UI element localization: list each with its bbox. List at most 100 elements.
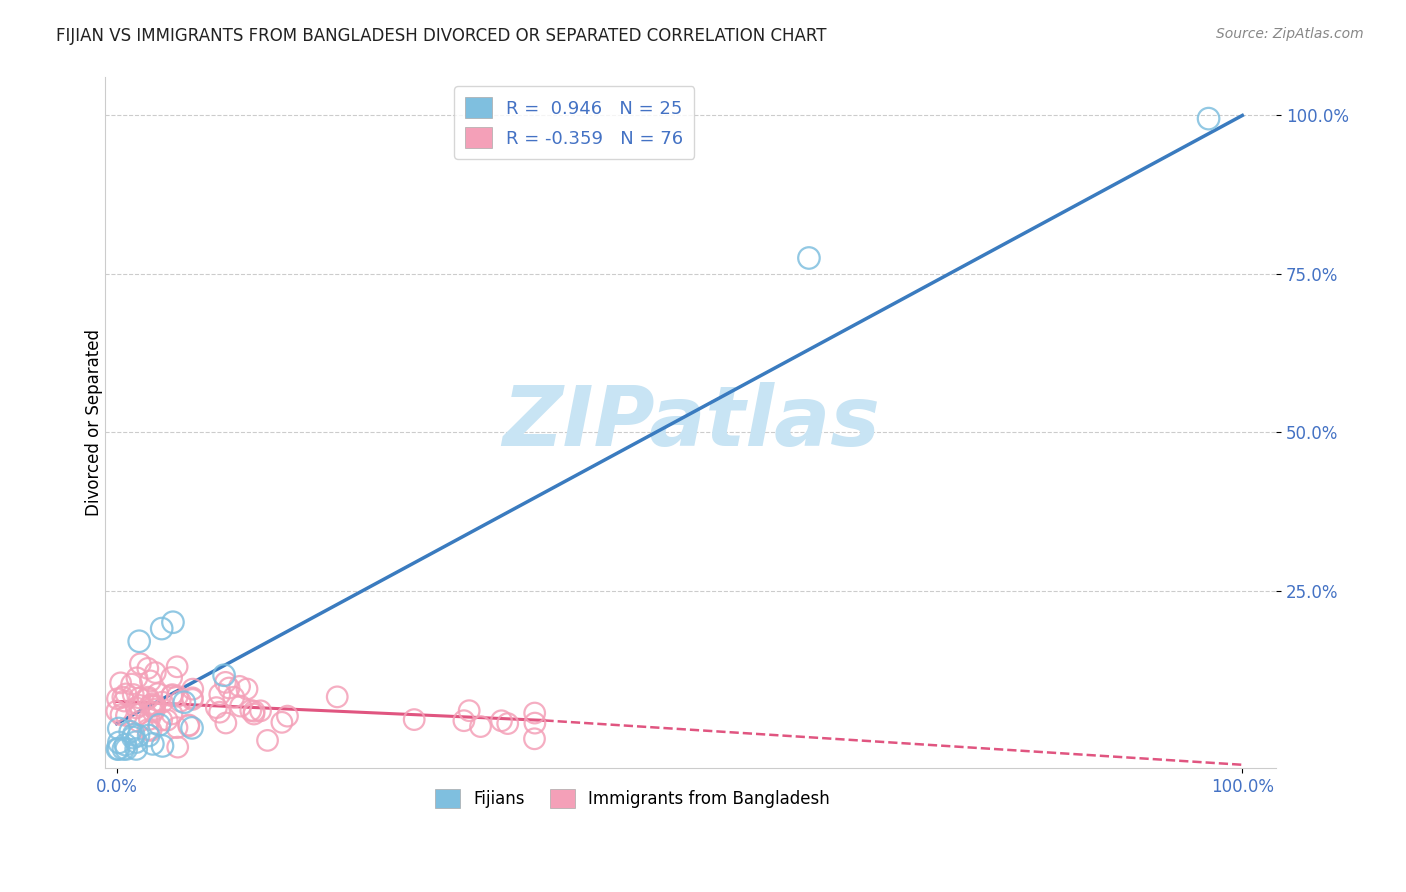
Point [128,714,150,729]
Point [139,673,162,688]
Point [215,716,238,731]
Point [136,691,159,706]
Point [128,634,150,648]
Point [150,622,173,636]
Point [249,704,271,718]
Point [136,690,159,705]
Point [166,740,188,755]
Point [114,738,136,752]
Point [107,742,129,756]
Point [122,731,145,745]
Point [166,660,188,674]
Point [143,665,166,680]
Point [125,742,148,756]
Point [127,729,149,743]
Point [491,714,513,728]
Point [181,682,204,697]
Point [160,706,183,721]
Point [453,714,475,728]
Point [125,671,148,685]
Point [128,707,150,722]
Point [115,687,138,701]
Point [128,698,150,713]
Point [122,688,145,702]
Point [166,721,188,735]
Point [142,697,165,711]
Point [243,706,266,721]
Text: FIJIAN VS IMMIGRANTS FROM BANGLADESH DIVORCED OR SEPARATED CORRELATION CHART: FIJIAN VS IMMIGRANTS FROM BANGLADESH DIV… [56,27,827,45]
Point [107,691,129,706]
Point [181,692,204,706]
Point [208,705,231,719]
Point [142,698,165,713]
Point [112,694,135,708]
Point [125,701,148,715]
Point [169,694,191,708]
Point [166,690,188,704]
Point [146,687,169,701]
Point [129,657,152,671]
Point [177,718,200,732]
Y-axis label: Divorced or Separated: Divorced or Separated [86,329,103,516]
Point [276,709,298,723]
Point [181,721,204,735]
Point [143,699,166,714]
Point [256,733,278,747]
Point [136,723,159,737]
Point [222,690,245,705]
Point [162,615,184,630]
Point [181,690,204,705]
Point [218,681,240,695]
Point [177,719,200,733]
Text: Source: ZipAtlas.com: Source: ZipAtlas.com [1216,27,1364,41]
Point [470,720,492,734]
Point [243,704,266,718]
Point [143,702,166,716]
Point [205,700,228,714]
Point [228,679,250,693]
Point [115,708,138,723]
Point [142,705,165,719]
Point [1198,112,1220,126]
Point [139,698,162,712]
Point [121,677,143,691]
Point [160,670,183,684]
Text: ZIPatlas: ZIPatlas [502,382,880,463]
Point [214,675,236,690]
Point [212,668,235,682]
Point [150,713,173,727]
Point [458,704,481,718]
Point [139,723,162,738]
Point [128,690,150,705]
Point [162,688,184,702]
Point [105,742,128,756]
Point [138,729,160,743]
Point [404,713,426,727]
Point [105,704,128,718]
Point [122,728,145,742]
Point [142,737,165,751]
Point [138,712,160,726]
Point [270,715,292,730]
Point [111,690,134,705]
Point [156,713,179,727]
Point [239,703,262,717]
Point [523,731,546,746]
Point [108,735,131,749]
Point [110,707,132,722]
Legend: Fijians, Immigrants from Bangladesh: Fijians, Immigrants from Bangladesh [427,782,837,815]
Point [115,742,138,756]
Point [150,695,173,709]
Point [148,717,170,731]
Point [120,724,142,739]
Point [110,676,132,690]
Point [152,739,174,753]
Point [112,742,135,756]
Point [326,690,349,704]
Point [523,706,546,720]
Point [125,735,148,749]
Point [173,695,195,709]
Point [496,716,519,731]
Point [229,699,252,714]
Point [523,716,546,731]
